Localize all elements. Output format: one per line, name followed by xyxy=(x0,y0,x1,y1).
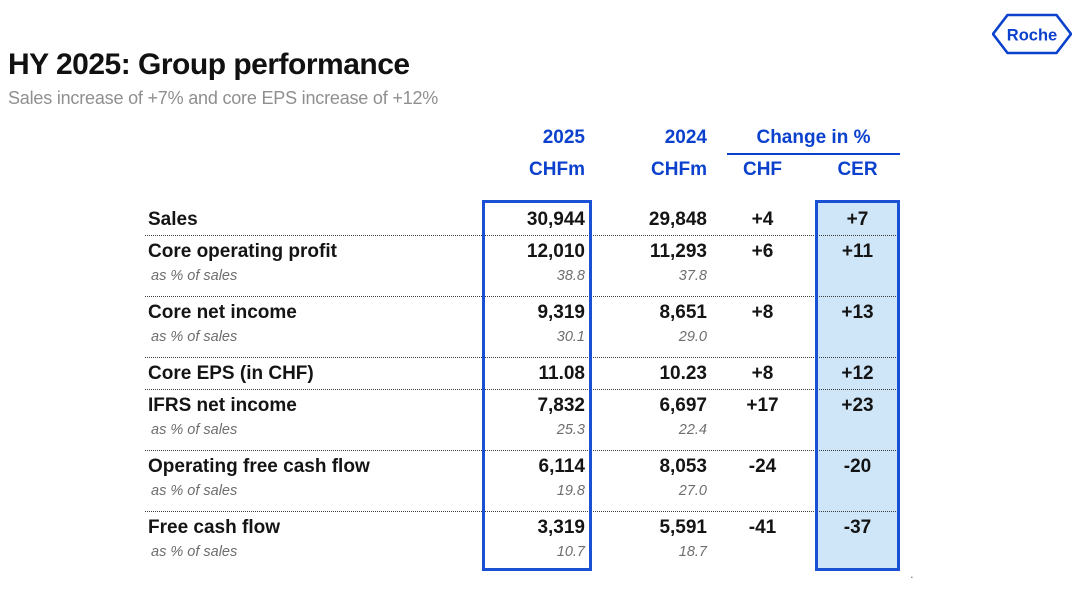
metric-label: Core net income xyxy=(148,302,297,323)
percent-2025: 19.8 xyxy=(556,483,585,499)
value-change-chf: +8 xyxy=(751,302,774,323)
stray-period-mark: . xyxy=(910,566,914,581)
metric-line: Sales 30,944 29,848 +4 +7 xyxy=(145,204,900,233)
metric-line: Core EPS (in CHF) 11.08 10.23 +8 +12 xyxy=(145,358,900,387)
metric-label: Sales xyxy=(148,209,198,230)
value-2025: 7,832 xyxy=(537,395,585,416)
value-2024: 11,293 xyxy=(649,241,707,262)
cell-empty xyxy=(815,265,900,287)
value-2024: 8,651 xyxy=(659,302,707,323)
table-row: Sales 30,944 29,848 +4 +7 xyxy=(145,204,900,236)
percent-of-sales-label: as % of sales xyxy=(151,268,238,284)
value-change-chf: +6 xyxy=(751,241,774,262)
metric-line: Operating free cash flow 6,114 8,053 -24 -20 xyxy=(145,451,900,480)
cell-empty xyxy=(715,480,810,502)
metric-label: Operating free cash flow xyxy=(148,456,370,477)
value-2025: 12,010 xyxy=(526,241,585,262)
table-row: Core EPS (in CHF) 11.08 10.23 +8 +12 xyxy=(145,358,900,390)
cell-empty xyxy=(815,326,900,348)
value-change-cer: -37 xyxy=(843,517,872,538)
metric-line: Free cash flow 3,319 5,591 -41 -37 xyxy=(145,512,900,541)
cell-empty xyxy=(715,326,810,348)
value-change-chf: +4 xyxy=(751,209,774,230)
percent-2025: 30.1 xyxy=(556,329,585,345)
percent-of-sales-line: as % of sales 19.8 27.0 xyxy=(145,480,900,502)
percent-2024: 18.7 xyxy=(678,544,707,560)
cell-empty xyxy=(815,480,900,502)
header-year-2025: 2025 xyxy=(542,127,585,148)
table-header: 2025 2024 Change in % CHFm CHFm CHF CER xyxy=(145,126,900,204)
value-2024: 6,697 xyxy=(659,395,707,416)
table-row: Operating free cash flow 6,114 8,053 -24 -20… xyxy=(145,451,900,512)
percent-2025: 10.7 xyxy=(556,544,585,560)
value-2024: 5,591 xyxy=(659,517,707,538)
metric-line: Core operating profit 12,010 11,293 +6 +11 xyxy=(145,236,900,265)
metric-label: Free cash flow xyxy=(148,517,280,538)
value-2025: 30,944 xyxy=(526,209,585,230)
percent-of-sales-line: as % of sales 25.3 22.4 xyxy=(145,419,900,441)
value-2025: 11.08 xyxy=(538,363,586,384)
cell-empty xyxy=(715,265,810,287)
percent-2024: 22.4 xyxy=(678,422,707,438)
header-year-2024: 2024 xyxy=(664,127,707,148)
value-change-cer: +11 xyxy=(841,241,874,262)
page-title: HY 2025: Group performance xyxy=(8,48,410,81)
value-change-cer: +7 xyxy=(846,209,869,230)
percent-2025: 38.8 xyxy=(556,268,585,284)
percent-of-sales-label: as % of sales xyxy=(151,483,238,499)
percent-of-sales-line: as % of sales 10.7 18.7 xyxy=(145,541,900,563)
cell-empty xyxy=(715,541,810,563)
percent-2024: 27.0 xyxy=(678,483,707,499)
cell-empty xyxy=(815,419,900,441)
table-row: Core operating profit 12,010 11,293 +6 +11 as… xyxy=(145,236,900,297)
percent-2025: 25.3 xyxy=(556,422,585,438)
value-2025: 3,319 xyxy=(537,517,585,538)
header-chf: CHF xyxy=(742,159,783,180)
metric-label: Core operating profit xyxy=(148,241,337,262)
percent-of-sales-line: as % of sales 30.1 29.0 xyxy=(145,326,900,348)
metric-label: IFRS net income xyxy=(148,395,297,416)
table-row: Free cash flow 3,319 5,591 -41 -37 as % of sa… xyxy=(145,512,900,573)
value-2024: 10.23 xyxy=(659,363,707,384)
percent-2024: 29.0 xyxy=(678,329,707,345)
value-2025: 9,319 xyxy=(537,302,585,323)
table-body: Sales 30,944 29,848 +4 +7 Core operating prof… xyxy=(145,204,900,573)
value-2024: 29,848 xyxy=(648,209,707,230)
percent-of-sales-label: as % of sales xyxy=(151,422,238,438)
roche-hexagon-icon: Roche xyxy=(991,13,1073,55)
header-unit-2025: CHFm xyxy=(529,159,585,180)
value-change-cer: +23 xyxy=(841,395,874,416)
header-unit-2024: CHFm xyxy=(651,159,707,180)
percent-of-sales-label: as % of sales xyxy=(151,329,238,345)
value-change-chf: -24 xyxy=(748,456,777,477)
value-change-cer: +12 xyxy=(841,363,874,384)
table-row: IFRS net income 7,832 6,697 +17 +23 as % of s… xyxy=(145,390,900,451)
value-2024: 8,053 xyxy=(659,456,707,477)
value-change-cer: -20 xyxy=(843,456,872,477)
metric-line: IFRS net income 7,832 6,697 +17 +23 xyxy=(145,390,900,419)
metric-label: Core EPS (in CHF) xyxy=(148,363,314,384)
header-change-group: Change in % xyxy=(727,126,900,155)
cell-empty xyxy=(715,419,810,441)
value-change-chf: -41 xyxy=(748,517,777,538)
value-2025: 6,114 xyxy=(538,456,586,477)
percent-of-sales-label: as % of sales xyxy=(151,544,238,560)
table-row: Core net income 9,319 8,651 +8 +13 as % of sa… xyxy=(145,297,900,358)
percent-2024: 37.8 xyxy=(678,268,707,284)
roche-logo-text: Roche xyxy=(1007,27,1057,45)
value-change-cer: +13 xyxy=(841,302,874,323)
page-subtitle: Sales increase of +7% and core EPS incre… xyxy=(8,88,439,108)
metric-line: Core net income 9,319 8,651 +8 +13 xyxy=(145,297,900,326)
percent-of-sales-line: as % of sales 38.8 37.8 xyxy=(145,265,900,287)
performance-table: 2025 2024 Change in % CHFm CHFm CHF CER … xyxy=(145,122,900,573)
roche-logo: Roche xyxy=(991,13,1073,55)
cell-empty xyxy=(815,541,900,563)
header-cer: CER xyxy=(837,159,878,180)
value-change-chf: +8 xyxy=(751,363,774,384)
value-change-chf: +17 xyxy=(746,395,779,416)
